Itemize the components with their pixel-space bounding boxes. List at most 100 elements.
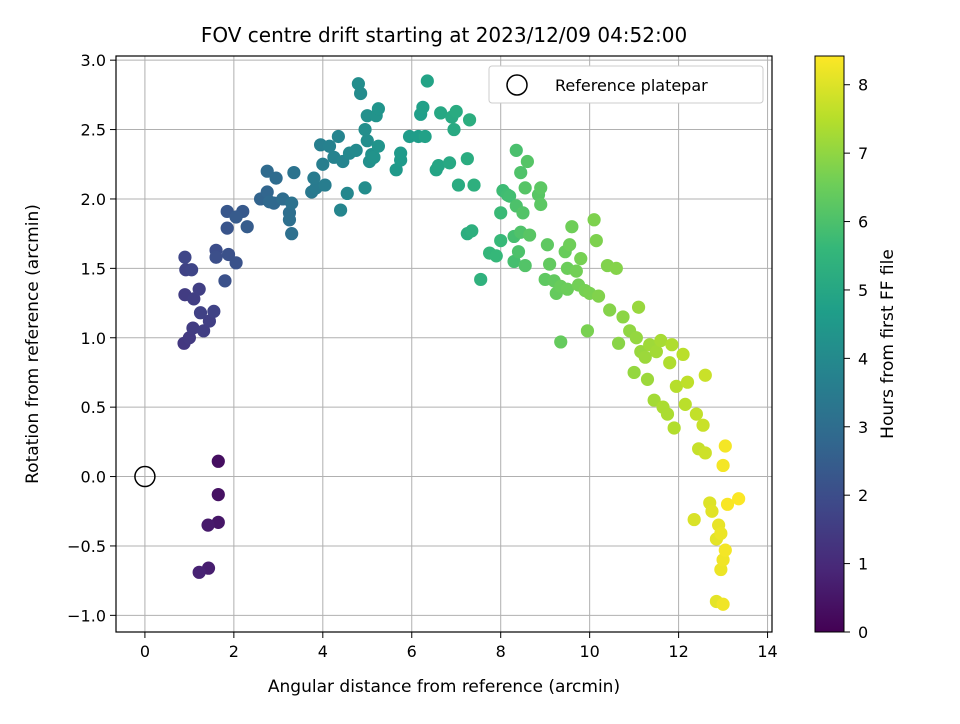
x-tick-label: 0	[140, 642, 150, 661]
data-point	[543, 257, 557, 271]
data-point	[509, 143, 523, 157]
data-point	[511, 245, 526, 259]
x-tick-label: 14	[757, 642, 777, 661]
data-point	[349, 143, 363, 157]
x-tick-label: 2	[229, 642, 239, 661]
colorbar-tick-label: 4	[858, 349, 868, 368]
data-point	[434, 106, 448, 120]
data-point	[358, 122, 372, 137]
x-axis-label: Angular distance from reference (arcmin)	[268, 677, 620, 697]
data-point	[503, 189, 517, 203]
data-point	[282, 213, 297, 227]
data-point	[678, 397, 692, 411]
data-point	[240, 220, 254, 234]
legend-box	[488, 65, 764, 104]
data-point	[676, 347, 690, 362]
data-point	[640, 372, 655, 386]
data-point	[580, 324, 595, 338]
colorbar-tick-label: 3	[858, 418, 868, 437]
data-point	[611, 336, 626, 350]
data-point	[285, 196, 299, 210]
data-point	[462, 113, 477, 127]
x-tick-label: 12	[668, 642, 688, 661]
colorbar-label: Hours from first FF file	[878, 249, 898, 439]
data-point	[669, 379, 683, 393]
data-point	[534, 197, 548, 212]
data-point	[420, 74, 434, 88]
data-point	[316, 157, 330, 171]
data-point	[540, 238, 555, 252]
data-point	[518, 181, 532, 195]
y-tick-label: 2.5	[81, 121, 106, 140]
data-point	[554, 335, 568, 349]
data-point	[732, 492, 746, 506]
data-point	[209, 250, 223, 264]
data-point	[516, 206, 530, 220]
colorbar-tick-label: 8	[858, 76, 868, 95]
data-point	[197, 324, 211, 338]
data-point	[560, 282, 575, 296]
y-tick-label: 2.0	[81, 190, 106, 209]
data-point	[716, 458, 730, 473]
data-point	[371, 139, 385, 153]
data-point	[696, 418, 710, 432]
y-tick-label: 1.0	[81, 329, 106, 348]
data-point	[211, 487, 225, 502]
data-point	[698, 368, 712, 382]
data-point	[211, 454, 225, 468]
data-point	[262, 195, 277, 209]
grid	[116, 56, 772, 632]
data-point	[663, 356, 677, 370]
chart-title: FOV centre drift starting at 2023/12/09 …	[201, 23, 687, 47]
data-point	[716, 597, 730, 611]
data-point	[660, 407, 675, 421]
data-point	[193, 306, 208, 320]
data-point	[687, 512, 701, 527]
data-point	[665, 338, 679, 352]
data-point	[667, 421, 681, 435]
data-point	[563, 238, 577, 252]
data-point	[616, 310, 630, 324]
data-point	[494, 206, 508, 220]
x-axis-ticks: 0 2 4 6 8 10 12 14	[140, 632, 778, 661]
colorbar-ticks: 0 1 2 3 4 5 6 7 8	[844, 76, 868, 642]
data-point	[186, 321, 200, 335]
data-point	[449, 104, 463, 119]
data-point	[523, 228, 537, 242]
data-point	[698, 446, 712, 460]
data-point	[654, 333, 668, 348]
data-point	[187, 292, 201, 306]
data-point	[192, 565, 206, 579]
data-point	[631, 300, 646, 314]
data-point	[689, 407, 703, 421]
y-tick-label: 3.0	[81, 51, 106, 70]
data-point	[474, 272, 488, 287]
data-point	[358, 181, 372, 195]
data-point	[534, 181, 548, 195]
data-point	[589, 233, 603, 248]
data-point	[489, 249, 503, 263]
data-point	[514, 165, 528, 180]
x-tick-label: 8	[496, 642, 506, 661]
colorbar-tick-label: 7	[858, 144, 868, 163]
data-point	[418, 129, 432, 144]
data-point	[371, 102, 385, 116]
data-point	[287, 165, 301, 180]
data-point	[587, 213, 601, 227]
data-point	[318, 178, 332, 192]
data-point	[680, 375, 695, 389]
colorbar-tick-label: 5	[858, 281, 868, 300]
data-point	[494, 233, 508, 248]
y-tick-label: 0.5	[81, 398, 106, 417]
data-point	[591, 289, 606, 303]
plot-frame	[115, 55, 773, 633]
data-point	[431, 159, 446, 173]
data-point	[603, 303, 617, 317]
data-point	[394, 146, 408, 160]
colorbar-tick-label: 6	[858, 213, 868, 232]
data-point	[638, 350, 652, 364]
legend-entry-reference-platepar: Reference platepar	[555, 76, 708, 95]
y-axis-ticks: −1.0 −0.5 0.0 0.5 1.0 1.5 2.0 2.5 3.0	[67, 51, 116, 625]
